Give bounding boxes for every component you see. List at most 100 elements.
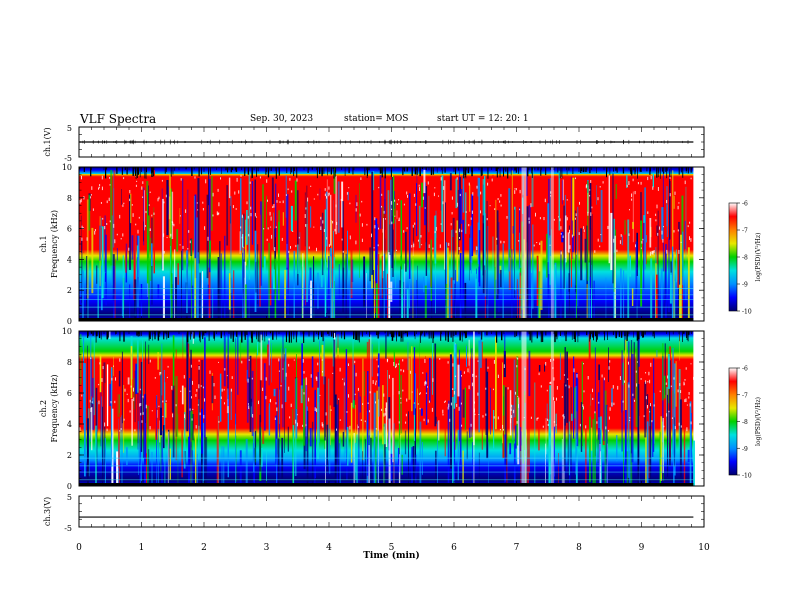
sp2-streak bbox=[85, 406, 88, 430]
cb2-colorbar-tick-label: -7 bbox=[742, 392, 748, 399]
sp2-speckle bbox=[241, 360, 243, 364]
sp1-top-noise-bar bbox=[330, 167, 332, 175]
sp1-streak bbox=[665, 244, 667, 321]
sp2-streak bbox=[600, 416, 602, 486]
sp1-streak bbox=[612, 173, 614, 284]
sp2-speckle bbox=[336, 428, 337, 431]
sp2-speckle bbox=[381, 408, 383, 411]
sp2-speckle bbox=[685, 367, 687, 370]
sp1-top-noise-bar bbox=[670, 167, 672, 178]
sp2-speckle bbox=[383, 393, 385, 397]
sp1-streak bbox=[294, 180, 297, 221]
sp2-top-noise-bar bbox=[220, 331, 222, 339]
sp1-streak bbox=[148, 215, 150, 321]
sp1-streak bbox=[169, 175, 171, 238]
sp1-speckle bbox=[202, 201, 204, 204]
sp1-streak bbox=[421, 182, 423, 208]
sp1-speckle bbox=[273, 204, 275, 208]
sp1-streak bbox=[672, 170, 674, 282]
sp2-streak bbox=[669, 360, 671, 466]
sp2-streak bbox=[663, 375, 666, 399]
sp1-top-noise-bar bbox=[680, 167, 682, 173]
ch3-voltage-panel: 5-5ch.3(V) bbox=[43, 493, 705, 533]
sp2-streak bbox=[478, 340, 480, 433]
sp1-speckle bbox=[313, 226, 315, 228]
sp1-streak bbox=[673, 251, 675, 321]
sp1-speckle bbox=[131, 204, 133, 206]
sp2-top-noise-bar bbox=[428, 331, 430, 339]
sp2-top-noise-bar bbox=[353, 331, 355, 340]
sp2-streak bbox=[502, 362, 503, 444]
sp1-streak bbox=[424, 182, 426, 226]
sp2-speckle bbox=[402, 389, 404, 392]
sp1-streak bbox=[580, 228, 583, 281]
sp2-speckle bbox=[339, 367, 341, 372]
sp2-speckle bbox=[154, 377, 156, 379]
sp2-top-noise-bar bbox=[321, 331, 323, 337]
sp1-speckle bbox=[308, 246, 310, 249]
sp1-bottom-strip bbox=[79, 318, 694, 321]
sp2-streak bbox=[145, 341, 146, 424]
sp1-streak bbox=[408, 193, 411, 279]
sp2-streak bbox=[181, 430, 183, 478]
sp2-streak bbox=[413, 403, 416, 415]
sp2-streak bbox=[549, 385, 552, 475]
sp1-speckle bbox=[684, 180, 686, 185]
sp2-streak bbox=[235, 435, 237, 482]
sp2-top-noise-bar bbox=[391, 331, 394, 341]
sp1-streak bbox=[444, 180, 446, 270]
sp1-streak bbox=[584, 238, 587, 263]
sp2-streak bbox=[120, 417, 122, 450]
sp2-streak bbox=[95, 425, 97, 486]
sp2-top-noise-bar bbox=[186, 331, 189, 343]
sp2-speckle bbox=[424, 382, 426, 386]
sp1-streak bbox=[593, 280, 595, 321]
sp1-top-noise-bar bbox=[352, 167, 354, 175]
sp2-speckle bbox=[332, 372, 334, 374]
sp1-streak bbox=[575, 213, 576, 293]
sp2-streak bbox=[623, 355, 624, 411]
sp2-streak bbox=[303, 378, 305, 446]
sp2-top-noise-bar bbox=[87, 331, 89, 338]
sp2-speckle bbox=[608, 416, 610, 420]
sp2-streak bbox=[184, 387, 186, 420]
sp1-speckle bbox=[316, 247, 317, 252]
sp1-streak bbox=[624, 220, 626, 235]
sp1-streak bbox=[326, 179, 328, 268]
sp1-streak bbox=[182, 178, 184, 271]
sp1-streak bbox=[373, 251, 375, 321]
sp1-speckle bbox=[332, 221, 334, 224]
sp2-speckle bbox=[302, 359, 304, 363]
sp1-top-noise-bar bbox=[293, 167, 295, 170]
sp2-top-noise-bar bbox=[115, 331, 116, 335]
sp1-speckle bbox=[163, 201, 165, 204]
sp1-streak bbox=[143, 221, 144, 242]
sp1-top-noise-bar bbox=[436, 167, 438, 173]
sp1-top-noise-bar bbox=[481, 167, 483, 176]
sp1-streak bbox=[608, 175, 610, 264]
sp2-streak bbox=[631, 353, 634, 463]
sp2-top-noise-bar bbox=[193, 331, 195, 339]
sp2-streak bbox=[434, 343, 437, 427]
sp2-streak bbox=[364, 371, 365, 396]
sp1-speckle bbox=[420, 235, 422, 238]
sp2-top-noise-bar bbox=[98, 331, 101, 339]
cb2-colorbar-scale bbox=[728, 367, 738, 476]
sp1-streak bbox=[349, 289, 351, 321]
sp2-streak bbox=[674, 417, 675, 467]
sp2-top-noise-bar bbox=[257, 331, 259, 342]
sp1-streak bbox=[610, 212, 613, 271]
sp1-speckle bbox=[197, 209, 199, 211]
sp2-streak bbox=[623, 438, 624, 486]
sp2-speckle bbox=[663, 425, 665, 428]
sp1-speckle bbox=[440, 177, 442, 181]
sp1-streak bbox=[669, 272, 672, 304]
sp1-speckle bbox=[569, 229, 570, 234]
sp2-speckle bbox=[204, 398, 205, 402]
sp2-speckle bbox=[636, 361, 638, 363]
sp1-streak bbox=[395, 219, 397, 288]
sp1-top-noise-bar bbox=[124, 167, 126, 170]
sp1-speckle bbox=[418, 239, 419, 242]
sp1-streak bbox=[469, 234, 470, 281]
